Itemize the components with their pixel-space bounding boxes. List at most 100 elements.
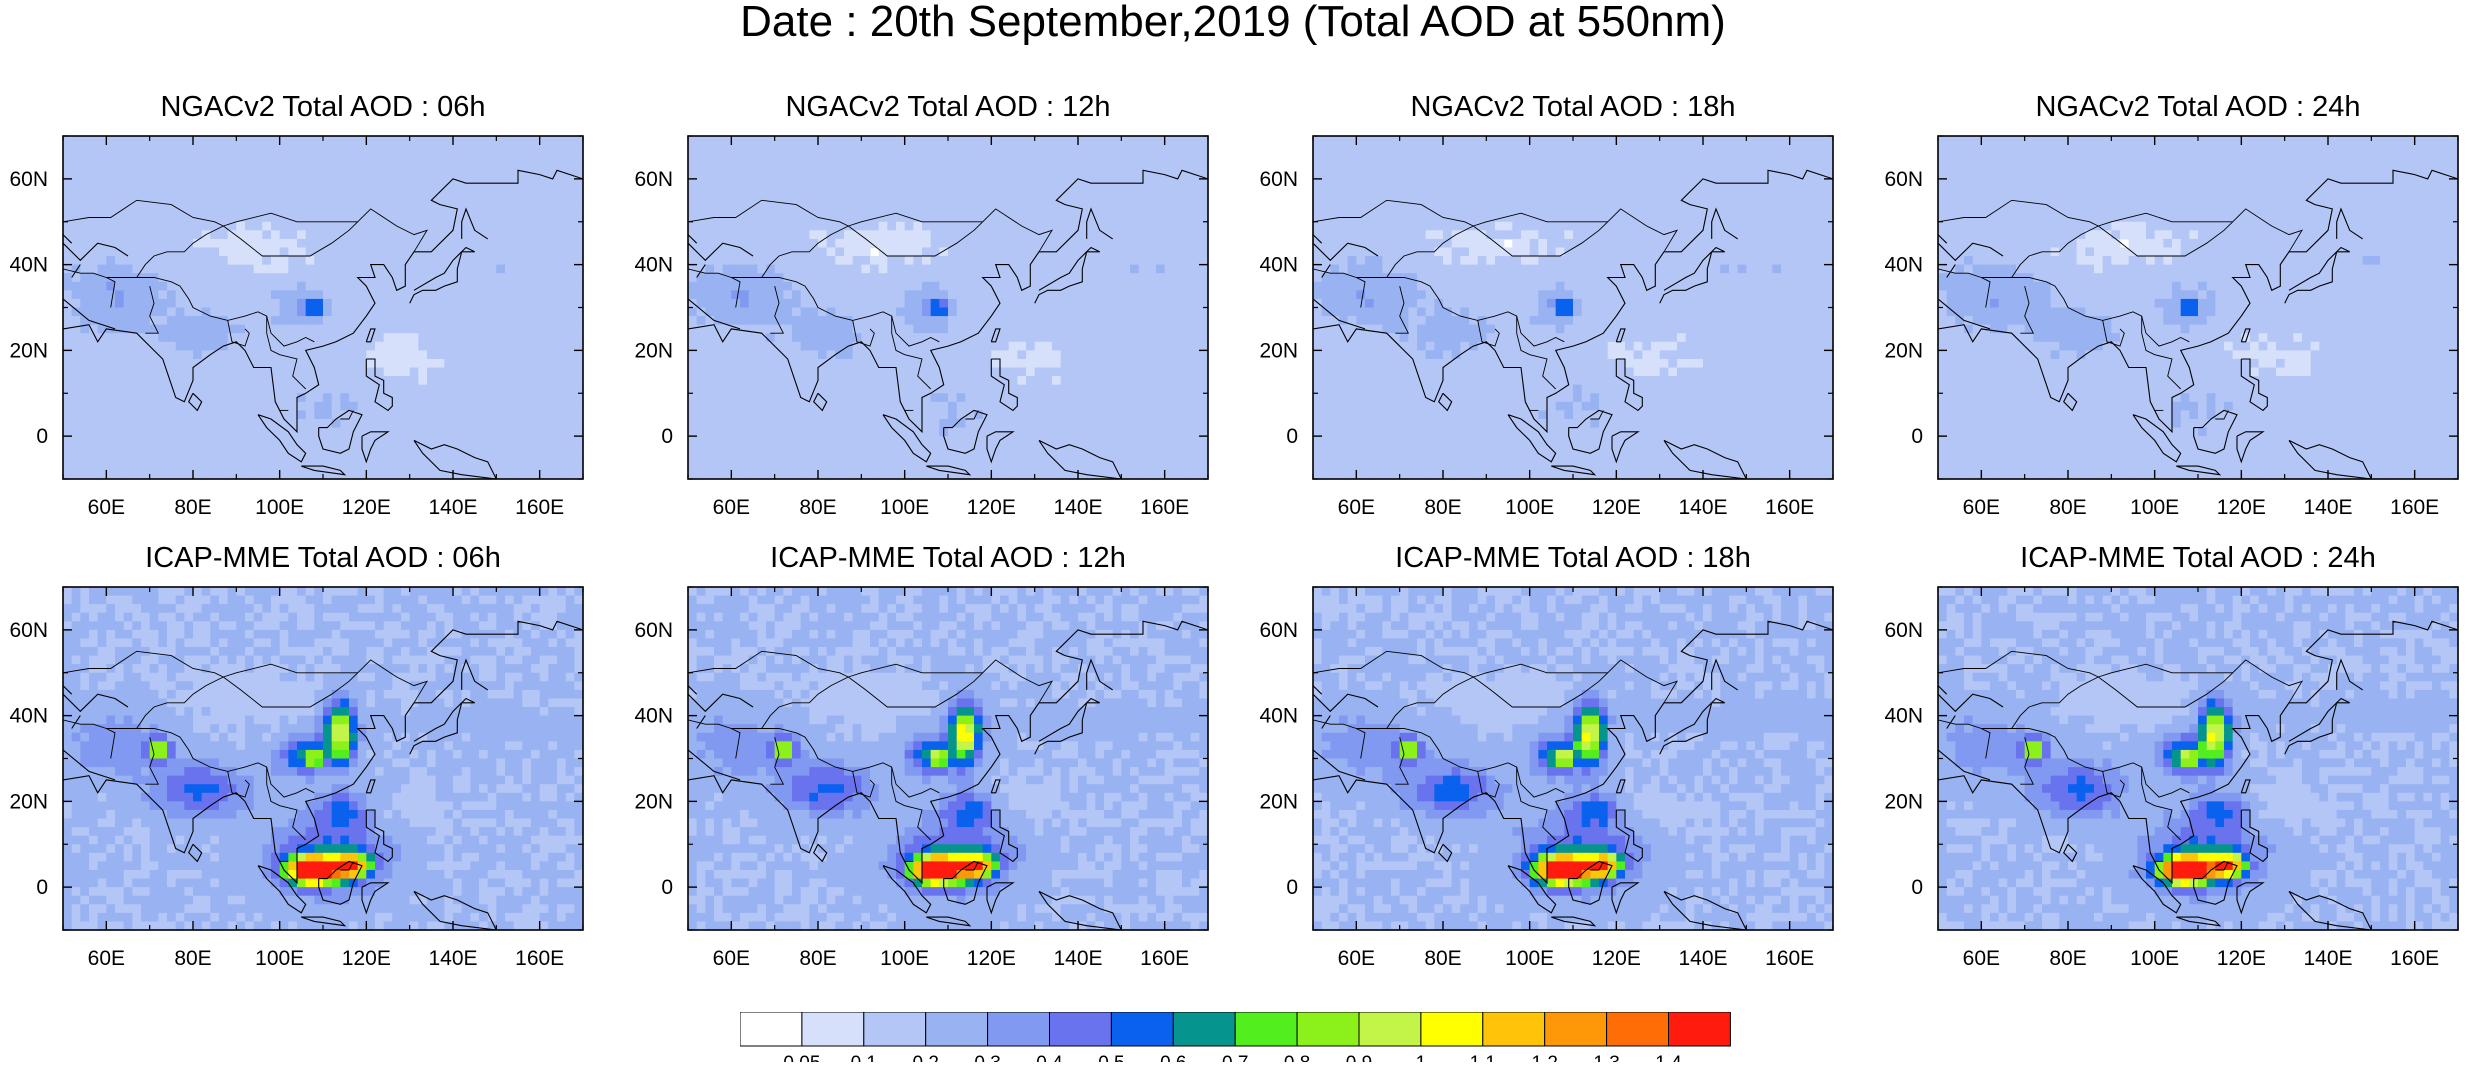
aod-cell — [1008, 461, 1018, 472]
aod-cell — [930, 136, 940, 146]
aod-cell — [245, 376, 255, 386]
aod-cell — [496, 350, 506, 360]
aod-cell — [149, 333, 159, 343]
aod-cell — [748, 470, 758, 480]
aod-cell — [1069, 161, 1079, 171]
aod-cell — [557, 298, 567, 309]
aod-cell — [80, 221, 90, 231]
aod-cell — [774, 204, 784, 214]
aod-cell — [1008, 341, 1018, 351]
aod-cell — [297, 144, 307, 154]
aod-cell — [409, 136, 419, 146]
aod-cell — [1112, 136, 1122, 146]
aod-cell — [1000, 144, 1010, 154]
aod-cell — [974, 290, 984, 300]
aod-cell — [1008, 153, 1018, 163]
aod-cell — [956, 367, 966, 377]
aod-cell — [513, 307, 523, 317]
aod-cell — [844, 367, 854, 377]
aod-cell — [331, 461, 341, 472]
aod-cell — [1164, 196, 1174, 206]
aod-cell — [835, 256, 845, 266]
aod-cell — [887, 444, 897, 454]
aod-cell — [1147, 298, 1157, 309]
aod-cell — [392, 264, 402, 274]
aod-cell — [89, 264, 99, 274]
aod-cell — [418, 444, 428, 454]
aod-cell — [991, 247, 1001, 257]
aod-cell — [253, 316, 263, 326]
aod-cell — [565, 144, 575, 154]
aod-cell — [557, 144, 567, 154]
aod-cell — [175, 264, 185, 274]
aod-cell — [453, 410, 463, 420]
aod-cell — [1164, 358, 1174, 369]
aod-cell — [314, 247, 324, 257]
aod-cell — [1156, 418, 1166, 429]
aod-cell — [262, 410, 272, 420]
aod-cell — [210, 153, 220, 163]
aod-cell — [401, 170, 411, 180]
aod-cell — [1182, 273, 1192, 283]
aod-cell — [1086, 418, 1096, 429]
aod-cell — [1086, 230, 1096, 240]
aod-cell — [340, 401, 350, 411]
aod-cell — [852, 401, 862, 411]
aod-cell — [201, 401, 211, 411]
aod-cell — [366, 256, 376, 266]
aod-cell — [1138, 307, 1148, 317]
aod-cell — [453, 358, 463, 369]
aod-cell — [71, 367, 81, 377]
aod-cell — [175, 161, 185, 171]
aod-cell — [818, 436, 828, 446]
aod-cell — [1156, 230, 1166, 240]
aod-cell — [531, 453, 541, 463]
aod-cell — [688, 256, 698, 266]
aod-cell — [1052, 256, 1062, 266]
aod-cell — [123, 376, 133, 386]
aod-cell — [227, 204, 237, 214]
aod-cell — [757, 333, 767, 343]
aod-cell — [271, 144, 281, 154]
aod-cell — [392, 256, 402, 266]
aod-cell — [409, 187, 419, 197]
aod-cell — [766, 341, 776, 351]
aod-cell — [106, 333, 116, 343]
aod-cell — [1008, 376, 1018, 386]
aod-cell — [896, 341, 906, 351]
aod-cell — [167, 281, 177, 291]
aod-cell — [705, 281, 715, 291]
coastline — [461, 207, 489, 240]
aod-cell — [392, 213, 402, 223]
aod-cell — [123, 238, 133, 249]
aod-cell — [1086, 427, 1096, 437]
aod-cell — [80, 367, 90, 377]
aod-cell — [149, 436, 159, 446]
aod-cell — [210, 247, 220, 257]
aod-cell — [366, 238, 376, 249]
aod-cell — [271, 453, 281, 463]
aod-cell — [479, 230, 489, 240]
aod-cell — [705, 298, 715, 309]
aod-cell — [956, 393, 966, 403]
aod-cell — [227, 196, 237, 206]
aod-cell — [271, 264, 281, 274]
aod-cell — [1078, 436, 1088, 446]
aod-cell — [409, 161, 419, 171]
aod-cell — [323, 273, 333, 283]
aod-cell — [740, 461, 750, 472]
aod-cell — [427, 427, 437, 437]
aod-cell — [913, 264, 923, 274]
aod-cell — [63, 470, 73, 480]
aod-cell — [956, 136, 966, 146]
aod-cell — [844, 136, 854, 146]
aod-cell — [800, 264, 810, 274]
aod-cell — [1147, 358, 1157, 369]
aod-cell — [1060, 204, 1070, 214]
aod-cell — [279, 324, 289, 334]
aod-cell — [548, 290, 558, 300]
aod-cell — [149, 230, 159, 240]
aod-cell — [939, 264, 949, 274]
aod-cell — [714, 316, 724, 326]
aod-cell — [522, 316, 532, 326]
